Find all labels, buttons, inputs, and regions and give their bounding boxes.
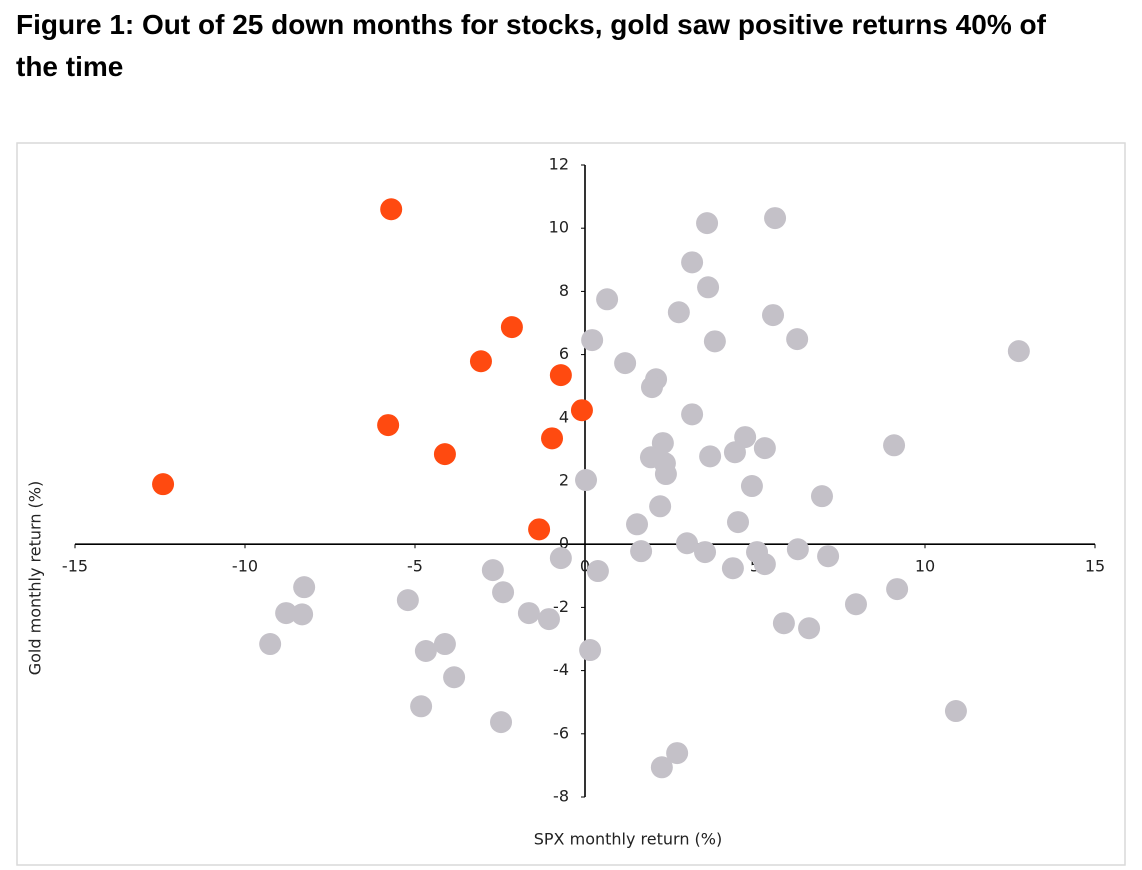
data-point [886, 578, 909, 601]
data-point [703, 330, 726, 353]
data-point [883, 434, 906, 457]
data-point [275, 602, 298, 625]
data-point [786, 328, 809, 351]
chart-title: Figure 1: Out of 25 down months for stoc… [16, 9, 1046, 82]
data-point [291, 603, 314, 626]
data-point [798, 617, 821, 640]
data-point [517, 602, 540, 625]
data-point [433, 633, 456, 656]
x-tick-label: -5 [407, 557, 423, 576]
data-point [810, 485, 833, 508]
data-point [293, 576, 316, 599]
x-tick-label: -10 [232, 557, 258, 576]
y-axis-label: Gold monthly return (%) [26, 481, 45, 676]
data-point [537, 608, 560, 631]
data-point [614, 352, 637, 375]
data-point [380, 198, 403, 221]
y-tick-label: -8 [553, 787, 569, 806]
data-point [586, 560, 609, 583]
y-tick-label: 4 [559, 407, 569, 426]
data-point [772, 612, 795, 635]
y-tick-label: 12 [549, 155, 569, 174]
x-tick-label: 10 [915, 557, 935, 576]
data-point [762, 304, 785, 327]
data-point [492, 581, 515, 604]
y-tick-label: 8 [559, 281, 569, 300]
data-point [697, 276, 720, 299]
data-point [640, 376, 663, 399]
data-point [549, 547, 572, 570]
data-point [944, 700, 967, 723]
data-point [723, 441, 746, 464]
y-tick-label: -4 [553, 660, 569, 679]
data-point [676, 532, 698, 555]
data-point [377, 414, 400, 437]
data-point [630, 540, 653, 563]
data-point [596, 288, 619, 311]
data-point [396, 589, 419, 612]
data-point [764, 207, 787, 230]
data-point [753, 437, 776, 460]
data-point [721, 557, 744, 580]
data-point [579, 639, 602, 662]
data-point [443, 666, 466, 689]
data-point [528, 518, 551, 541]
data-point [414, 640, 437, 663]
x-tick-label: 0 [580, 557, 590, 576]
data-point [727, 511, 749, 534]
data-point [654, 463, 677, 486]
data-point [549, 364, 572, 387]
chart-frame [16, 142, 1126, 866]
data-point [481, 559, 504, 582]
data-point [490, 711, 513, 734]
y-tick-label: -6 [553, 723, 569, 742]
data-point [649, 495, 672, 518]
data-point [500, 316, 523, 339]
data-point [844, 593, 867, 616]
data-point [817, 545, 840, 568]
data-point [259, 633, 282, 656]
data-point [541, 427, 564, 450]
data-point [650, 756, 673, 779]
x-axis-label: SPX monthly return (%) [534, 830, 722, 849]
data-point [681, 251, 704, 274]
y-tick-label: 0 [559, 534, 569, 553]
data-point [575, 469, 598, 492]
data-point [1007, 340, 1030, 363]
y-tick-label: -2 [553, 597, 569, 616]
data-point [581, 329, 604, 352]
y-tick-label: 10 [549, 218, 569, 237]
data-point [152, 473, 175, 496]
data-point [469, 350, 492, 373]
data-point [666, 742, 689, 765]
data-point [696, 212, 719, 235]
data-point [699, 445, 722, 468]
y-tick-label: 6 [559, 344, 569, 363]
data-point [626, 513, 649, 536]
data-point [433, 443, 456, 466]
x-tick-label: -15 [62, 557, 88, 576]
y-tick-label: 2 [559, 471, 569, 490]
data-point [410, 695, 433, 718]
data-point [694, 541, 717, 564]
data-point [570, 399, 593, 422]
data-point [667, 301, 690, 324]
x-tick-label: 15 [1085, 557, 1105, 576]
data-point [786, 538, 809, 561]
data-point [753, 553, 776, 576]
data-point [740, 475, 763, 498]
data-point [681, 403, 704, 426]
